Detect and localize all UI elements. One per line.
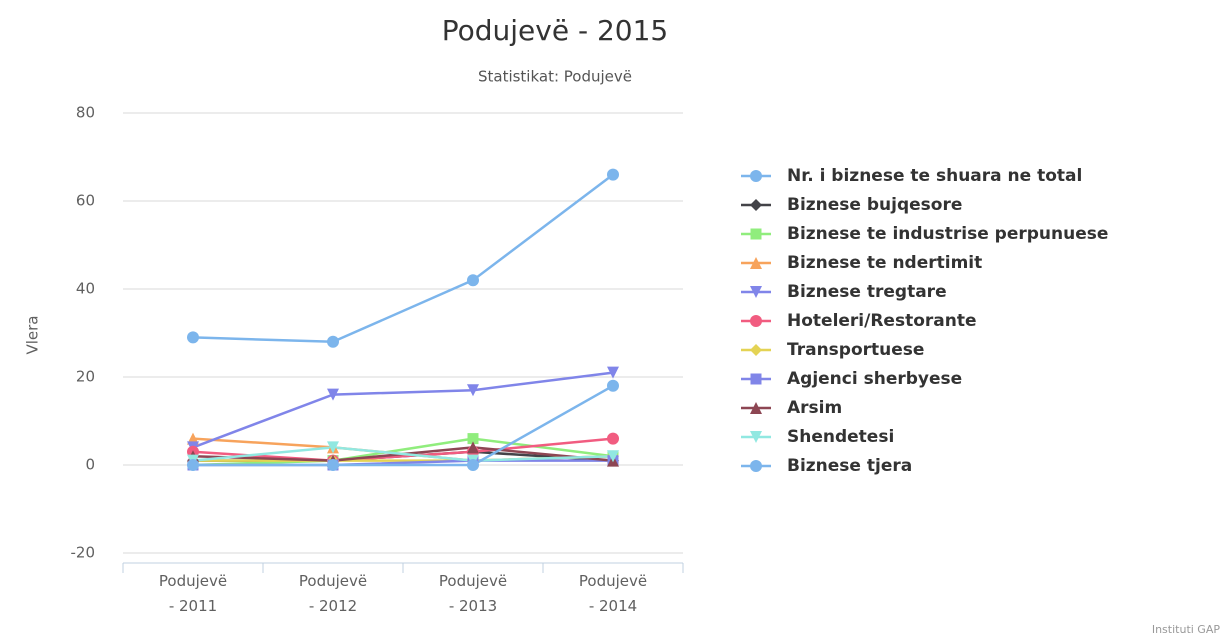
legend-marker xyxy=(750,199,762,211)
legend-marker xyxy=(750,257,762,269)
legend-marker xyxy=(750,344,762,356)
x-tick-label: Podujevë - 2014 xyxy=(579,572,647,615)
credits: Instituti GAP xyxy=(1152,623,1221,636)
chart-title: Podujevë - 2015 xyxy=(442,14,669,47)
chart-subtitle: Statistikat: Podujevë xyxy=(478,68,632,86)
legend-label: Arsim xyxy=(787,398,842,418)
point-marker xyxy=(327,459,339,471)
legend-label: Biznese bujqesore xyxy=(787,195,962,215)
y-tick-label: -20 xyxy=(71,544,96,562)
point-marker xyxy=(327,388,339,401)
y-tick-label: 60 xyxy=(76,192,95,210)
legend-marker xyxy=(750,373,762,385)
series-line xyxy=(192,437,614,467)
series-line xyxy=(193,384,614,467)
legend-label: Biznese te ndertimit xyxy=(787,253,982,273)
legend-label: Nr. i biznese te shuara ne total xyxy=(787,166,1082,186)
y-axis-label: Vlera xyxy=(24,315,42,354)
point-marker xyxy=(607,366,619,379)
point-marker xyxy=(607,379,619,392)
legend-marker xyxy=(750,315,762,327)
point-marker xyxy=(467,384,479,397)
point-marker xyxy=(467,274,479,287)
point-marker xyxy=(607,168,619,181)
legend-label: Shendetesi xyxy=(787,427,894,447)
point-marker xyxy=(327,335,339,348)
legend-label: Biznese tjera xyxy=(787,456,912,476)
legend-marker xyxy=(750,170,762,182)
legend-marker xyxy=(750,460,762,472)
y-tick-label: 0 xyxy=(85,456,95,474)
x-tick-label: Podujevë - 2013 xyxy=(439,572,507,615)
point-marker xyxy=(187,331,199,344)
point-marker xyxy=(467,441,479,454)
point-marker xyxy=(467,459,479,471)
point-marker xyxy=(467,433,479,445)
y-tick-label: 40 xyxy=(76,280,95,298)
legend-label: Biznese te industrise perpunuese xyxy=(787,224,1108,244)
legend-marker xyxy=(750,402,762,414)
point-marker xyxy=(607,432,619,445)
series-line xyxy=(192,446,614,462)
legend-marker xyxy=(750,228,762,240)
legend-label: Hoteleri/Restorante xyxy=(787,311,977,331)
y-tick-label: 80 xyxy=(76,104,95,122)
point-marker xyxy=(187,459,199,471)
legend-marker xyxy=(750,286,762,298)
series-line xyxy=(192,437,614,462)
y-tick-label: 20 xyxy=(76,368,95,386)
point-marker xyxy=(327,441,339,454)
x-tick-label: Podujevë - 2011 xyxy=(159,572,227,615)
legend-label: Agjenci sherbyese xyxy=(787,369,962,389)
series-line xyxy=(192,371,614,449)
series-line xyxy=(192,173,614,344)
legend-label: Transportuese xyxy=(787,340,924,360)
x-tick-label: Podujevë - 2012 xyxy=(299,572,367,615)
legend-marker xyxy=(750,431,762,443)
legend-label: Biznese tregtare xyxy=(787,282,947,302)
point-marker xyxy=(607,450,619,463)
